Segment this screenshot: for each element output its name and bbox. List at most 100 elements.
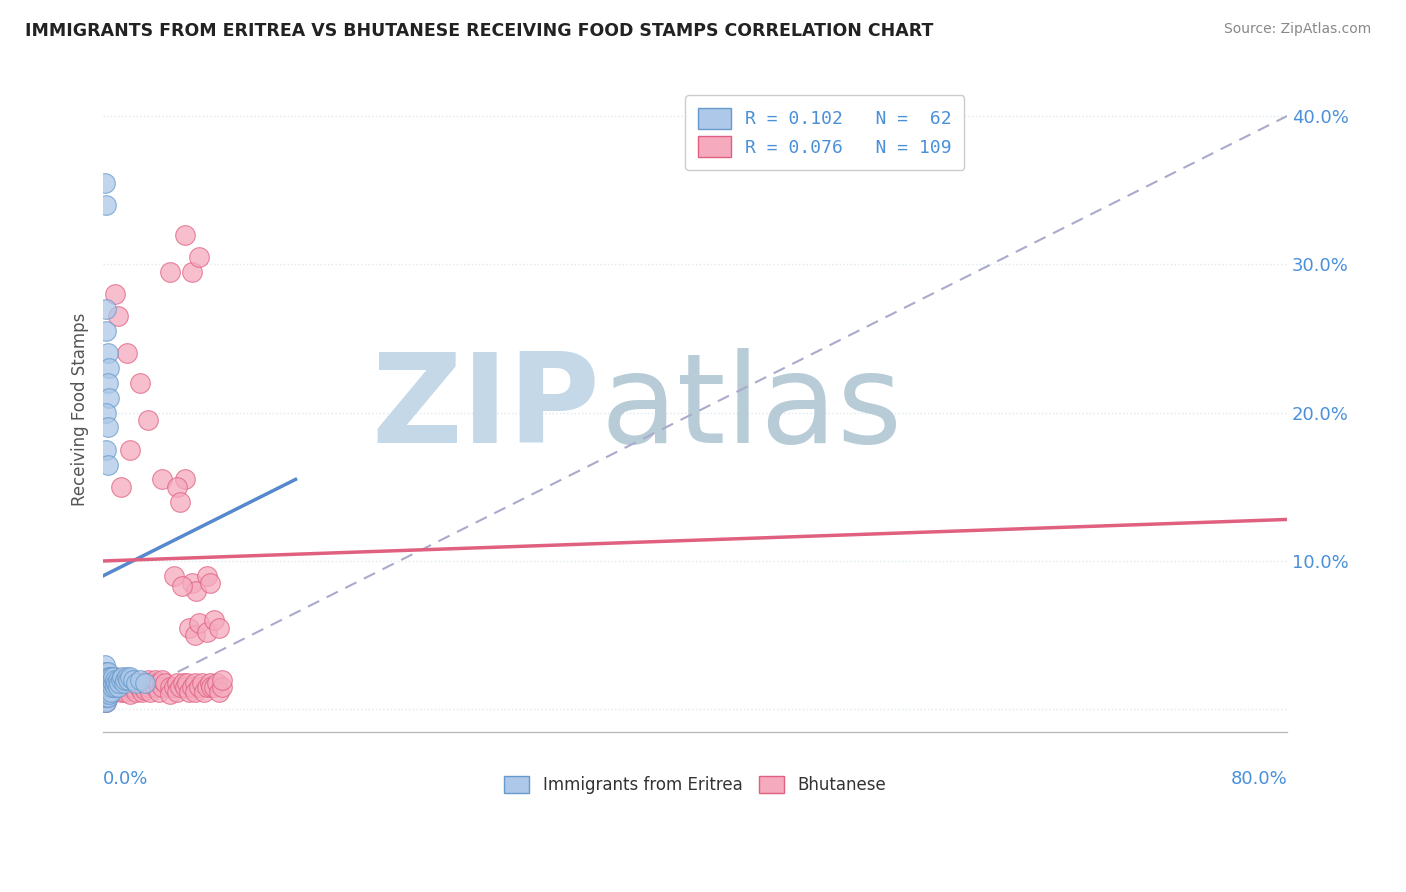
Y-axis label: Receiving Food Stamps: Receiving Food Stamps [72, 312, 89, 506]
Point [110, 675, 132, 690]
Point [125, 675, 148, 690]
Point [93, 695, 115, 709]
Point [94, 673, 117, 687]
Point [202, 613, 225, 627]
Point [125, 684, 148, 698]
Point [97, 675, 120, 690]
Point [159, 265, 181, 279]
Point [184, 628, 207, 642]
Point [104, 287, 127, 301]
Point [188, 616, 211, 631]
Point [94, 684, 117, 698]
Point [118, 688, 141, 702]
Point [93, 695, 115, 709]
Point [93, 673, 115, 687]
Point [155, 675, 177, 690]
Point [207, 684, 229, 698]
Point [177, 621, 200, 635]
Point [110, 480, 132, 494]
Text: 0.0%: 0.0% [103, 771, 149, 789]
Point [150, 673, 173, 687]
Point [125, 675, 148, 690]
Point [117, 675, 139, 690]
Point [98, 391, 121, 405]
Point [104, 680, 127, 694]
Point [110, 684, 132, 698]
Point [108, 675, 131, 690]
Point [163, 569, 186, 583]
Point [93, 665, 115, 680]
Point [94, 680, 117, 694]
Point [173, 227, 195, 242]
Point [148, 684, 170, 698]
Point [94, 301, 117, 316]
Point [98, 688, 121, 702]
Point [100, 675, 122, 690]
Point [114, 684, 136, 698]
Point [159, 688, 181, 702]
Point [211, 673, 233, 687]
Point [94, 406, 117, 420]
Text: ZIP: ZIP [371, 349, 600, 469]
Point [131, 684, 153, 698]
Point [139, 684, 162, 698]
Point [198, 675, 221, 690]
Point [176, 675, 198, 690]
Point [139, 675, 162, 690]
Point [188, 680, 211, 694]
Point [129, 673, 152, 687]
Point [101, 680, 124, 694]
Point [105, 675, 128, 690]
Point [202, 680, 225, 694]
Point [211, 680, 233, 694]
Point [181, 265, 204, 279]
Point [184, 675, 207, 690]
Point [121, 680, 143, 694]
Point [100, 675, 122, 690]
Point [170, 579, 193, 593]
Point [143, 673, 166, 687]
Point [114, 673, 136, 687]
Point [93, 690, 115, 705]
Point [107, 680, 129, 694]
Point [97, 684, 120, 698]
Point [195, 625, 218, 640]
Point [107, 310, 129, 324]
Point [128, 680, 150, 694]
Point [146, 675, 169, 690]
Point [191, 675, 214, 690]
Point [111, 680, 134, 694]
Point [97, 420, 120, 434]
Point [104, 680, 127, 694]
Point [134, 675, 156, 690]
Point [107, 673, 129, 687]
Point [114, 675, 136, 690]
Text: 80.0%: 80.0% [1230, 771, 1286, 789]
Point [118, 680, 141, 694]
Point [112, 675, 135, 690]
Point [166, 684, 188, 698]
Point [93, 684, 115, 698]
Point [184, 684, 207, 698]
Point [94, 665, 117, 680]
Point [186, 583, 208, 598]
Point [97, 680, 120, 694]
Point [97, 346, 120, 360]
Point [169, 680, 191, 694]
Point [94, 442, 117, 457]
Point [93, 673, 115, 687]
Point [93, 657, 115, 672]
Point [132, 680, 155, 694]
Point [104, 670, 127, 684]
Point [94, 324, 117, 338]
Point [94, 683, 117, 698]
Point [94, 675, 117, 690]
Point [188, 250, 211, 264]
Point [94, 675, 117, 690]
Point [94, 688, 117, 702]
Point [198, 576, 221, 591]
Point [93, 176, 115, 190]
Point [94, 695, 117, 709]
Point [94, 198, 117, 212]
Point [97, 680, 120, 694]
